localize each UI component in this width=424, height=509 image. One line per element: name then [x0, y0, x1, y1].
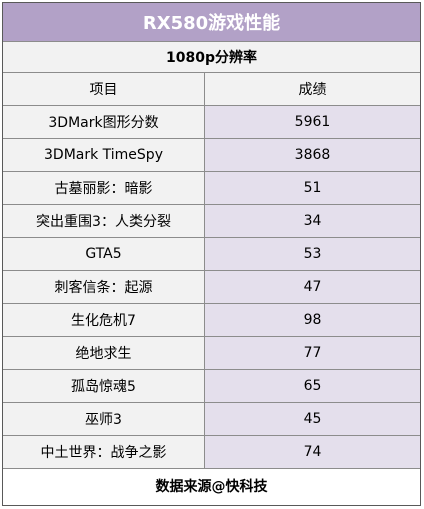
table-row: 3DMark TimeSpy 3868: [3, 139, 420, 172]
table-row: GTA5 53: [3, 238, 420, 271]
row-score-value: 47: [205, 271, 420, 303]
row-item-label: GTA5: [3, 238, 205, 270]
row-item-label: 生化危机7: [3, 304, 205, 336]
row-score-value: 51: [205, 172, 420, 204]
table-title: RX580游戏性能: [3, 3, 420, 42]
table-row: 巫师3 45: [3, 403, 420, 436]
column-header-item: 项目: [3, 73, 205, 105]
row-item-label: 绝地求生: [3, 337, 205, 369]
row-score-value: 98: [205, 304, 420, 336]
row-item-label: 孤岛惊魂5: [3, 370, 205, 402]
data-source-footer: 数据来源@快科技: [3, 469, 420, 503]
row-item-label: 中土世界：战争之影: [3, 436, 205, 468]
column-header-score: 成绩: [205, 73, 420, 105]
table-row: 突出重围3：人类分裂 34: [3, 205, 420, 238]
row-score-value: 74: [205, 436, 420, 468]
row-item-label: 3DMark TimeSpy: [3, 139, 205, 171]
row-score-value: 3868: [205, 139, 420, 171]
row-item-label: 3DMark图形分数: [3, 106, 205, 138]
table-subtitle: 1080p分辨率: [3, 42, 420, 73]
row-score-value: 77: [205, 337, 420, 369]
table-row: 刺客信条：起源 47: [3, 271, 420, 304]
table-row: 绝地求生 77: [3, 337, 420, 370]
row-item-label: 刺客信条：起源: [3, 271, 205, 303]
row-score-value: 5961: [205, 106, 420, 138]
table-row: 3DMark图形分数 5961: [3, 106, 420, 139]
table-row: 生化危机7 98: [3, 304, 420, 337]
row-item-label: 突出重围3：人类分裂: [3, 205, 205, 237]
row-score-value: 65: [205, 370, 420, 402]
row-score-value: 45: [205, 403, 420, 435]
row-score-value: 34: [205, 205, 420, 237]
performance-table: RX580游戏性能 1080p分辨率 项目 成绩 3DMark图形分数 5961…: [2, 2, 421, 506]
row-item-label: 古墓丽影：暗影: [3, 172, 205, 204]
table-row: 孤岛惊魂5 65: [3, 370, 420, 403]
row-score-value: 53: [205, 238, 420, 270]
table-row: 中土世界：战争之影 74: [3, 436, 420, 469]
table-header-row: 项目 成绩: [3, 73, 420, 106]
row-item-label: 巫师3: [3, 403, 205, 435]
table-row: 古墓丽影：暗影 51: [3, 172, 420, 205]
